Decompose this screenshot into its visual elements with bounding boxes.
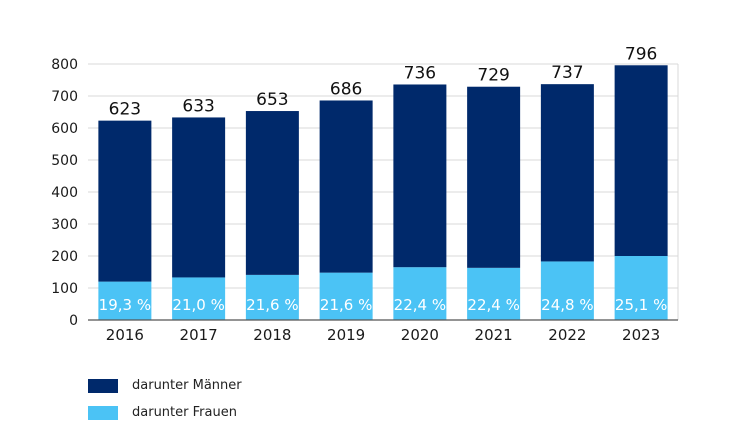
bar-maenner-2020 (393, 84, 447, 268)
y-tick-label: 800 (51, 57, 78, 73)
bar-maenner-2017 (172, 117, 226, 278)
x-tick-label-2021: 2021 (475, 326, 513, 344)
x-tick-label-2018: 2018 (253, 326, 291, 344)
frauen-share-label-2022: 24,8 % (541, 296, 593, 314)
y-tick-label: 700 (51, 89, 78, 105)
bar-frauen-2016 (98, 281, 152, 320)
bar-frauen-2017 (172, 277, 226, 320)
legend-item-maenner: darunter Männer (88, 378, 242, 393)
bar-maenner-2019 (319, 100, 373, 273)
legend-swatch-maenner (88, 378, 118, 393)
total-label-2023: 796 (625, 44, 657, 64)
x-tick-label-2022: 2022 (548, 326, 586, 344)
frauen-share-label-2016: 19,3 % (99, 296, 151, 314)
frauen-share-label-2023: 25,1 % (615, 296, 667, 314)
y-tick-label: 300 (51, 217, 78, 233)
y-tick-label: 600 (51, 121, 78, 137)
bar-maenner-2016 (98, 120, 152, 282)
y-tick-label: 100 (51, 281, 78, 297)
bar-maenner-2021 (467, 86, 521, 268)
frauen-share-label-2021: 22,4 % (467, 296, 519, 314)
y-tick-label: 200 (51, 249, 78, 265)
bar-maenner-2022 (540, 84, 594, 262)
x-tick-label-2017: 2017 (180, 326, 218, 344)
total-label-2016: 623 (109, 100, 141, 120)
total-label-2017: 633 (182, 96, 214, 116)
bar-frauen-2021 (467, 267, 521, 320)
x-tick-label-2023: 2023 (622, 326, 660, 344)
total-label-2022: 737 (551, 63, 583, 83)
frauen-share-label-2018: 21,6 % (246, 296, 298, 314)
y-tick-label: 0 (69, 313, 78, 329)
legend-item-frauen: darunter Frauen (88, 405, 237, 420)
y-tick-label: 500 (51, 153, 78, 169)
bar-frauen-2019 (319, 272, 373, 320)
bar-maenner-2018 (245, 111, 299, 275)
total-label-2019: 686 (330, 79, 362, 99)
frauen-share-label-2019: 21,6 % (320, 296, 372, 314)
y-tick-label: 400 (51, 185, 78, 201)
legend-label-maenner: darunter Männer (132, 378, 242, 393)
x-tick-label-2020: 2020 (401, 326, 439, 344)
legend-label-frauen: darunter Frauen (132, 405, 237, 420)
bar-frauen-2018 (245, 274, 299, 320)
x-tick-label-2019: 2019 (327, 326, 365, 344)
legend-swatch-frauen (88, 405, 118, 420)
bar-frauen-2022 (540, 261, 594, 320)
total-label-2018: 653 (256, 90, 288, 110)
frauen-share-label-2020: 22,4 % (394, 296, 446, 314)
total-label-2021: 729 (477, 66, 509, 86)
bar-frauen-2020 (393, 267, 447, 320)
x-tick-label-2016: 2016 (106, 326, 144, 344)
total-label-2020: 736 (404, 63, 436, 83)
bar-maenner-2023 (614, 65, 668, 256)
bar-frauen-2023 (614, 256, 668, 320)
frauen-share-label-2017: 21,0 % (172, 296, 224, 314)
